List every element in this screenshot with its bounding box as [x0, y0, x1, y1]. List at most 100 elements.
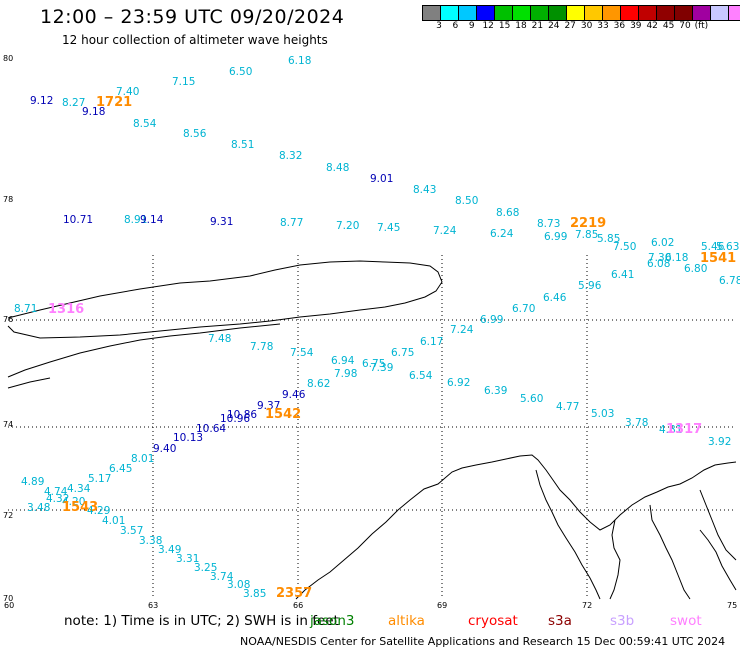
- wave-height-label: 8.68: [496, 207, 519, 219]
- wave-height-label: 4.74: [44, 486, 68, 498]
- wave-height-label: 4.77: [556, 401, 579, 413]
- wave-height-label: 2357: [276, 586, 312, 601]
- wave-height-label: 7.20: [336, 220, 359, 232]
- wave-height-label: 6.02: [651, 237, 674, 249]
- color-scale-label: 24: [548, 21, 560, 31]
- wave-height-label: 6.18: [288, 55, 311, 67]
- wave-height-label: 7.40: [116, 86, 139, 98]
- wave-height-label: 8.91: [124, 214, 147, 226]
- wave-height-label: 1316: [48, 302, 84, 317]
- wave-height-label: 9.14: [140, 214, 164, 226]
- wave-height-label: 6.99: [480, 314, 503, 326]
- graticule: [8, 255, 736, 598]
- mission-altika: altika: [388, 613, 425, 629]
- wave-height-label: 3.57: [120, 525, 143, 537]
- wave-height-label: 6.92: [447, 377, 470, 389]
- color-scale-label: 9: [468, 21, 475, 31]
- wave-height-label: 4.89: [21, 476, 44, 488]
- mission-jason3: jason3: [310, 613, 355, 629]
- wave-height-label: 1317: [666, 422, 702, 437]
- lon-label: 66: [293, 601, 303, 610]
- lat-label: 78: [3, 195, 13, 204]
- wave-height-label: 3.49: [158, 544, 181, 556]
- lon-label: 72: [582, 601, 592, 610]
- color-scale-label: 3: [436, 21, 442, 31]
- wave-height-label: 3.85: [243, 588, 266, 600]
- wave-height-label: 8.27: [62, 97, 85, 109]
- wave-height-label: 6.78: [719, 275, 740, 287]
- color-scale-label: 33: [597, 21, 609, 31]
- wave-height-label: 4.32: [46, 493, 69, 505]
- wave-height-label: 3.48: [27, 502, 50, 514]
- coastline: [7, 260, 737, 600]
- color-scale-label: 27: [564, 21, 576, 31]
- mission-swot: swot: [670, 613, 702, 629]
- wave-height-label: 3.25: [194, 562, 217, 574]
- wave-height-label: 8.56: [183, 128, 207, 140]
- wave-height-label: 6.75: [391, 347, 414, 359]
- wave-height-label: 5.85: [597, 233, 620, 245]
- map-subtitle: 12 hour collection of altimeter wave hei…: [62, 33, 328, 47]
- color-scale-labels: 3 6 9 12 15 18 21 24 27 30 33 36 39 42 45 70 (ft): [422, 21, 740, 35]
- wave-height-label: 6.46: [543, 292, 567, 304]
- color-scale-label: 45: [662, 21, 675, 31]
- wave-height-label: 3.38: [139, 535, 162, 547]
- color-scale-label: 21: [531, 21, 544, 31]
- color-scale-label: (ft): [694, 21, 709, 31]
- wave-height-label: 7.39: [370, 362, 393, 374]
- wave-height-label: 4.20: [62, 496, 85, 508]
- wave-height-label: 10.64: [196, 423, 226, 435]
- wave-height-label: 7.78: [250, 341, 273, 353]
- lat-label: 76: [3, 315, 13, 324]
- wave-height-label: 9.01: [370, 173, 393, 185]
- wave-height-label: 8.43: [413, 184, 436, 196]
- wave-height-label: 6.80: [684, 263, 707, 275]
- wave-height-label: 10.71: [63, 214, 93, 226]
- wave-height-label: 6.08: [647, 258, 670, 270]
- wave-height-label: 6.50: [229, 66, 252, 78]
- color-scale-label: 30: [580, 21, 593, 31]
- color-scale-bar: [422, 5, 740, 21]
- color-swatch: [728, 5, 740, 21]
- color-scale-label: 36: [613, 21, 626, 31]
- wave-height-label: 7.30: [648, 252, 671, 264]
- wave-height-label: 7.24: [433, 225, 457, 237]
- wave-height-label: 4.34: [67, 483, 91, 495]
- lon-label: 75: [727, 601, 737, 610]
- wave-height-label: 8.71: [14, 303, 37, 315]
- wave-height-label: 5.96: [578, 280, 602, 292]
- mission-cryosat: cryosat: [468, 613, 518, 629]
- wave-height-label: 7.48: [208, 333, 231, 345]
- wave-height-label: 6.41: [611, 269, 634, 281]
- wave-height-label: 9.31: [210, 216, 233, 228]
- wave-height-label: 7.50: [613, 241, 636, 253]
- wave-height-label: 5.46: [701, 241, 725, 253]
- wave-height-label: 7.45: [377, 222, 400, 234]
- wave-height-label: 7.98: [334, 368, 357, 380]
- lat-label: 72: [3, 511, 13, 520]
- wave-height-label: 5.60: [520, 393, 543, 405]
- color-scale-label: 18: [515, 21, 527, 31]
- map-title: 12:00 – 23:59 UTC 09/20/2024: [40, 6, 345, 28]
- wave-height-label: 6.17: [420, 336, 443, 348]
- wave-height-label: 1721: [96, 95, 132, 110]
- wave-height-label: 7.85: [575, 229, 598, 241]
- wave-height-label: 9.18: [82, 106, 105, 118]
- lat-label: 74: [3, 420, 13, 429]
- wave-height-label: 1541: [700, 251, 736, 266]
- wave-height-label: 6.75: [362, 358, 385, 370]
- wave-height-label: 3.08: [227, 579, 250, 591]
- wave-height-label: 6.94: [331, 355, 355, 367]
- wave-height-label: 3.31: [176, 553, 199, 565]
- wave-height-label: 5.63: [716, 241, 739, 253]
- wave-height-label: 8.50: [455, 195, 478, 207]
- color-scale-label: 12: [482, 21, 494, 31]
- wave-height-label: 9.46: [282, 389, 306, 401]
- wave-height-label: 1542: [265, 407, 301, 422]
- longitude-labels: 60 63 66 69 72 75: [4, 601, 737, 610]
- wave-height-label: 4.29: [87, 505, 110, 517]
- wave-height-label: 8.48: [326, 162, 349, 174]
- wave-height-label: 9.12: [30, 95, 53, 107]
- lat-label: 80: [3, 54, 13, 63]
